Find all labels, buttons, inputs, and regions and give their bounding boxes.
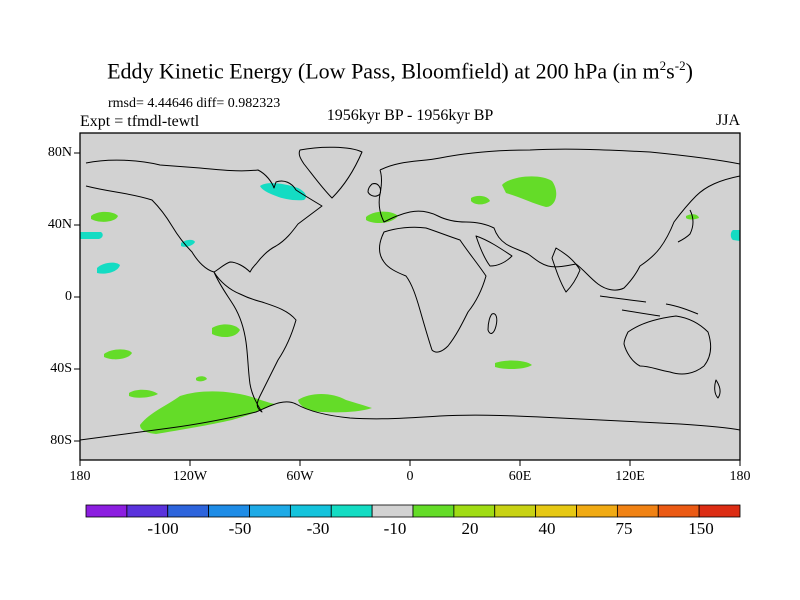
- coastline-india: [551, 247, 581, 293]
- colorbar-swatch: [208, 504, 250, 518]
- plot-title: Eddy Kinetic Energy (Low Pass, Bloomfiel…: [107, 58, 693, 84]
- colorbar-swatch: [249, 504, 291, 518]
- colorbar-label: 75: [615, 519, 633, 538]
- x-tick-label: 0: [406, 469, 414, 484]
- colorbar-swatch: [576, 504, 618, 518]
- colorbar-label: 20: [461, 519, 479, 538]
- y-tick-label: 80N: [47, 145, 72, 160]
- coastline-australia: [623, 315, 712, 375]
- colorbar-swatch: [167, 504, 210, 518]
- coastline-africa: [379, 226, 487, 353]
- period-label: 1956kyr BP - 1956kyr BP: [326, 107, 494, 124]
- colorbar-swatch: [126, 504, 169, 518]
- anomaly-positive: [502, 176, 557, 207]
- colorbar-swatch: [698, 504, 741, 518]
- anomaly-positive: [471, 195, 490, 205]
- colorbar-label: -30: [306, 519, 330, 538]
- coastline-antarctica: [79, 401, 741, 441]
- x-tick-label: 60W: [286, 469, 314, 484]
- x-tick-label: 180: [729, 469, 751, 484]
- colorbar-swatch: [289, 504, 332, 518]
- x-tick-label: 180: [69, 469, 91, 484]
- x-tick-label: 120E: [615, 469, 645, 484]
- x-tick-label: 120W: [172, 469, 208, 484]
- colorbar-swatch: [85, 504, 128, 518]
- experiment-label: Expt = tfmdl-tewtl: [80, 113, 200, 130]
- anomaly-positive: [212, 324, 240, 338]
- anomaly-negative: [181, 239, 195, 247]
- stats-label: rmsd= 4.44646 diff= 0.982323: [108, 96, 281, 111]
- coastlines: [79, 146, 741, 441]
- anomaly-negative: [730, 230, 740, 241]
- colorbar-swatch: [494, 504, 537, 518]
- colorbar-label: -50: [228, 519, 252, 538]
- colorbar-swatch: [453, 504, 496, 518]
- coastline-arabia: [475, 235, 513, 267]
- anomaly-positive: [196, 376, 207, 382]
- colorbar-swatch: [657, 504, 700, 518]
- positive-anomalies: [91, 176, 699, 434]
- coastline-indonesia: [599, 295, 699, 317]
- coastline-japan: [677, 209, 694, 243]
- coastline-south-america: [213, 271, 297, 413]
- coastline-greenland: [298, 146, 363, 199]
- colorbar-swatch: [535, 504, 577, 518]
- anomaly-positive: [104, 349, 132, 360]
- tick-marks: [74, 152, 741, 466]
- x-tick-label: 60E: [508, 469, 532, 484]
- colorbar-swatch: [371, 504, 414, 518]
- coastline-new-zealand: [714, 379, 721, 399]
- coastline-eurasia: [378, 148, 741, 291]
- coastline-north-america: [85, 159, 323, 273]
- colorbar: [85, 504, 741, 518]
- season-label: JJA: [715, 112, 740, 129]
- anomaly-positive: [129, 389, 158, 398]
- anomaly-positive: [298, 394, 372, 413]
- colorbar-label: -10: [383, 519, 407, 538]
- anomaly-negative: [80, 232, 103, 239]
- colorbar-swatch: [616, 504, 659, 518]
- anomaly-positive: [91, 211, 118, 222]
- anomaly-positive: [140, 391, 275, 434]
- coastline-britain: [367, 183, 381, 197]
- colorbar-swatch: [412, 504, 455, 518]
- y-tick-label: 80S: [50, 433, 72, 448]
- anomaly-negative: [97, 262, 120, 274]
- y-tick-label: 40S: [50, 361, 72, 376]
- anomaly-positive: [495, 360, 532, 370]
- colorbar-label: -100: [147, 519, 179, 538]
- colorbar-label: 40: [538, 519, 556, 538]
- y-tick-label: 40N: [47, 217, 72, 232]
- colorbar-label: 150: [688, 519, 714, 538]
- colorbar-swatch: [330, 504, 373, 518]
- y-tick-label: 0: [65, 289, 72, 304]
- coastline-madagascar: [487, 313, 498, 334]
